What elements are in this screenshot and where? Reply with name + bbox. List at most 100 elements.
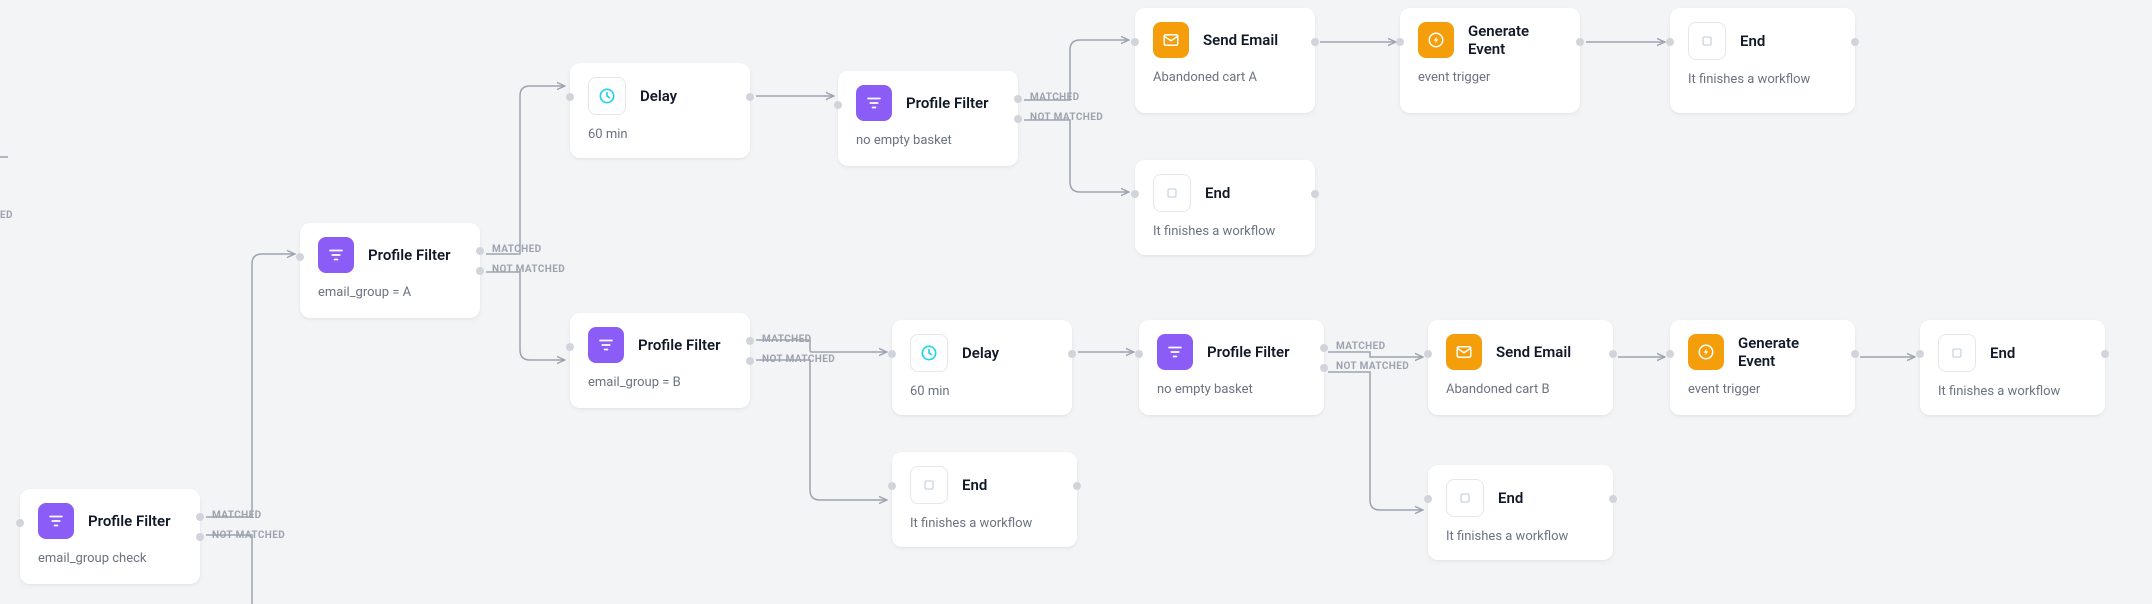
node-subtitle: event trigger	[1688, 382, 1837, 397]
workflow-node-send_email[interactable]: Send Email Abandoned cart B	[1428, 320, 1613, 415]
workflow-node-generate_event[interactable]: Generate Event event trigger	[1400, 8, 1580, 113]
node-title: Generate Event	[1738, 334, 1837, 370]
node-title: Delay	[962, 344, 999, 362]
output-port	[1609, 350, 1617, 358]
input-port	[1131, 190, 1139, 198]
node-title: End	[962, 476, 987, 494]
workflow-node-end[interactable]: End It finishes a workflow	[1428, 465, 1613, 560]
output-port	[1073, 482, 1081, 490]
workflow-node-generate_event[interactable]: Generate Event event trigger	[1670, 320, 1855, 415]
node-title: End	[1990, 344, 2015, 362]
node-subtitle: Abandoned cart B	[1446, 382, 1595, 397]
workflow-node-delay[interactable]: Delay 60 min	[570, 63, 750, 158]
port-label: MATCHED	[1336, 341, 1386, 352]
node-subtitle: 60 min	[910, 384, 1054, 399]
node-subtitle: email_group check	[38, 551, 182, 566]
output-port	[746, 357, 754, 365]
output-port	[1014, 95, 1022, 103]
workflow-node-profile_filter[interactable]: Profile Filter no empty basket	[838, 71, 1018, 166]
workflow-node-profile_filter[interactable]: Profile Filter no empty basket	[1139, 320, 1324, 415]
port-label: MATCHED	[762, 334, 812, 345]
input-port	[16, 519, 24, 527]
node-title: Profile Filter	[368, 246, 451, 264]
input-port	[1131, 38, 1139, 46]
node-title: Generate Event	[1468, 22, 1562, 58]
workflow-node-end[interactable]: End It finishes a workflow	[1135, 160, 1315, 255]
node-title: Send Email	[1203, 31, 1278, 49]
workflow-node-profile_filter[interactable]: Profile Filter email_group = A	[300, 223, 480, 318]
output-port	[2101, 350, 2109, 358]
filter-icon	[856, 85, 892, 121]
workflow-node-end[interactable]: End It finishes a workflow	[1920, 320, 2105, 415]
input-port	[1666, 350, 1674, 358]
input-port	[1424, 350, 1432, 358]
output-port	[1851, 350, 1859, 358]
stop-icon	[1938, 334, 1976, 372]
bolt-icon	[1688, 334, 1724, 370]
bolt-icon	[1418, 22, 1454, 58]
node-subtitle: 60 min	[588, 127, 732, 142]
node-subtitle: It finishes a workflow	[1938, 384, 2087, 399]
input-port	[566, 343, 574, 351]
workflow-node-delay[interactable]: Delay 60 min	[892, 320, 1072, 415]
node-subtitle: no empty basket	[856, 133, 1000, 148]
filter-icon	[588, 327, 624, 363]
workflow-node-end[interactable]: End It finishes a workflow	[892, 452, 1077, 547]
stop-icon	[1688, 22, 1726, 60]
port-label: NOT MATCHED	[1336, 361, 1409, 372]
output-port	[196, 513, 204, 521]
filter-icon	[38, 503, 74, 539]
port-label: MATCHED	[492, 244, 542, 255]
filter-icon	[1157, 334, 1193, 370]
output-port	[1014, 115, 1022, 123]
workflow-node-profile_filter[interactable]: Profile Filter email_group check	[20, 489, 200, 584]
input-port	[1135, 350, 1143, 358]
workflow-node-end[interactable]: End It finishes a workflow	[1670, 8, 1855, 113]
node-subtitle: Abandoned cart A	[1153, 70, 1297, 85]
mail-icon	[1446, 334, 1482, 370]
clock-icon	[910, 334, 948, 372]
truncated-label: ED	[0, 210, 13, 221]
input-port	[888, 350, 896, 358]
workflow-node-profile_filter[interactable]: Profile Filter email_group = B	[570, 313, 750, 408]
node-title: Send Email	[1496, 343, 1571, 361]
port-label: NOT MATCHED	[1030, 112, 1103, 123]
input-port	[1916, 350, 1924, 358]
node-subtitle: email_group = B	[588, 375, 732, 390]
input-port	[1666, 38, 1674, 46]
node-subtitle: It finishes a workflow	[1153, 224, 1297, 239]
node-subtitle: event trigger	[1418, 70, 1562, 85]
output-port	[1609, 495, 1617, 503]
node-title: End	[1205, 184, 1230, 202]
output-port	[476, 267, 484, 275]
output-port	[1068, 350, 1076, 358]
input-port	[1424, 495, 1432, 503]
input-port	[566, 93, 574, 101]
node-title: Profile Filter	[1207, 343, 1290, 361]
node-title: End	[1740, 32, 1765, 50]
node-title: Profile Filter	[88, 512, 171, 530]
port-label: NOT MATCHED	[762, 354, 835, 365]
output-port	[196, 533, 204, 541]
stop-icon	[910, 466, 948, 504]
node-subtitle: It finishes a workflow	[1688, 72, 1837, 87]
node-subtitle: It finishes a workflow	[910, 516, 1059, 531]
output-port	[1311, 38, 1319, 46]
output-port	[1576, 38, 1584, 46]
stop-icon	[1446, 479, 1484, 517]
output-port	[1851, 38, 1859, 46]
output-port	[1311, 190, 1319, 198]
stop-icon	[1153, 174, 1191, 212]
output-port	[746, 93, 754, 101]
workflow-node-send_email[interactable]: Send Email Abandoned cart A	[1135, 8, 1315, 113]
input-port	[296, 253, 304, 261]
output-port	[1320, 344, 1328, 352]
port-label: NOT MATCHED	[492, 264, 565, 275]
output-port	[746, 337, 754, 345]
node-subtitle: no empty basket	[1157, 382, 1306, 397]
input-port	[888, 482, 896, 490]
node-subtitle: email_group = A	[318, 285, 462, 300]
port-label: MATCHED	[212, 510, 262, 521]
node-title: Profile Filter	[906, 94, 989, 112]
input-port	[1396, 38, 1404, 46]
